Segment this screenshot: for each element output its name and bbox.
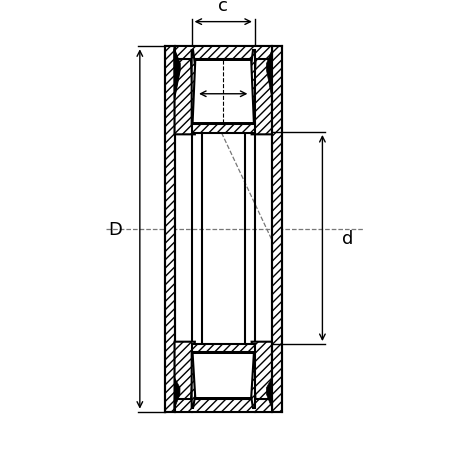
Polygon shape: [191, 344, 254, 352]
Text: c: c: [218, 0, 228, 15]
Polygon shape: [174, 50, 179, 99]
Polygon shape: [191, 51, 202, 125]
Text: B: B: [221, 100, 233, 118]
Polygon shape: [174, 50, 179, 99]
Polygon shape: [192, 61, 253, 124]
Polygon shape: [251, 47, 271, 135]
Polygon shape: [251, 342, 271, 412]
Polygon shape: [191, 352, 202, 408]
Polygon shape: [164, 47, 174, 412]
Polygon shape: [266, 50, 272, 99]
Polygon shape: [266, 378, 272, 409]
Polygon shape: [271, 47, 281, 412]
Polygon shape: [174, 399, 271, 412]
Polygon shape: [191, 125, 254, 133]
Text: D: D: [108, 220, 122, 239]
Polygon shape: [243, 352, 254, 408]
Polygon shape: [192, 353, 253, 398]
Polygon shape: [174, 378, 179, 409]
Polygon shape: [174, 47, 195, 135]
Text: d: d: [341, 230, 352, 247]
Polygon shape: [174, 47, 271, 60]
Polygon shape: [174, 342, 195, 412]
Polygon shape: [243, 51, 254, 125]
